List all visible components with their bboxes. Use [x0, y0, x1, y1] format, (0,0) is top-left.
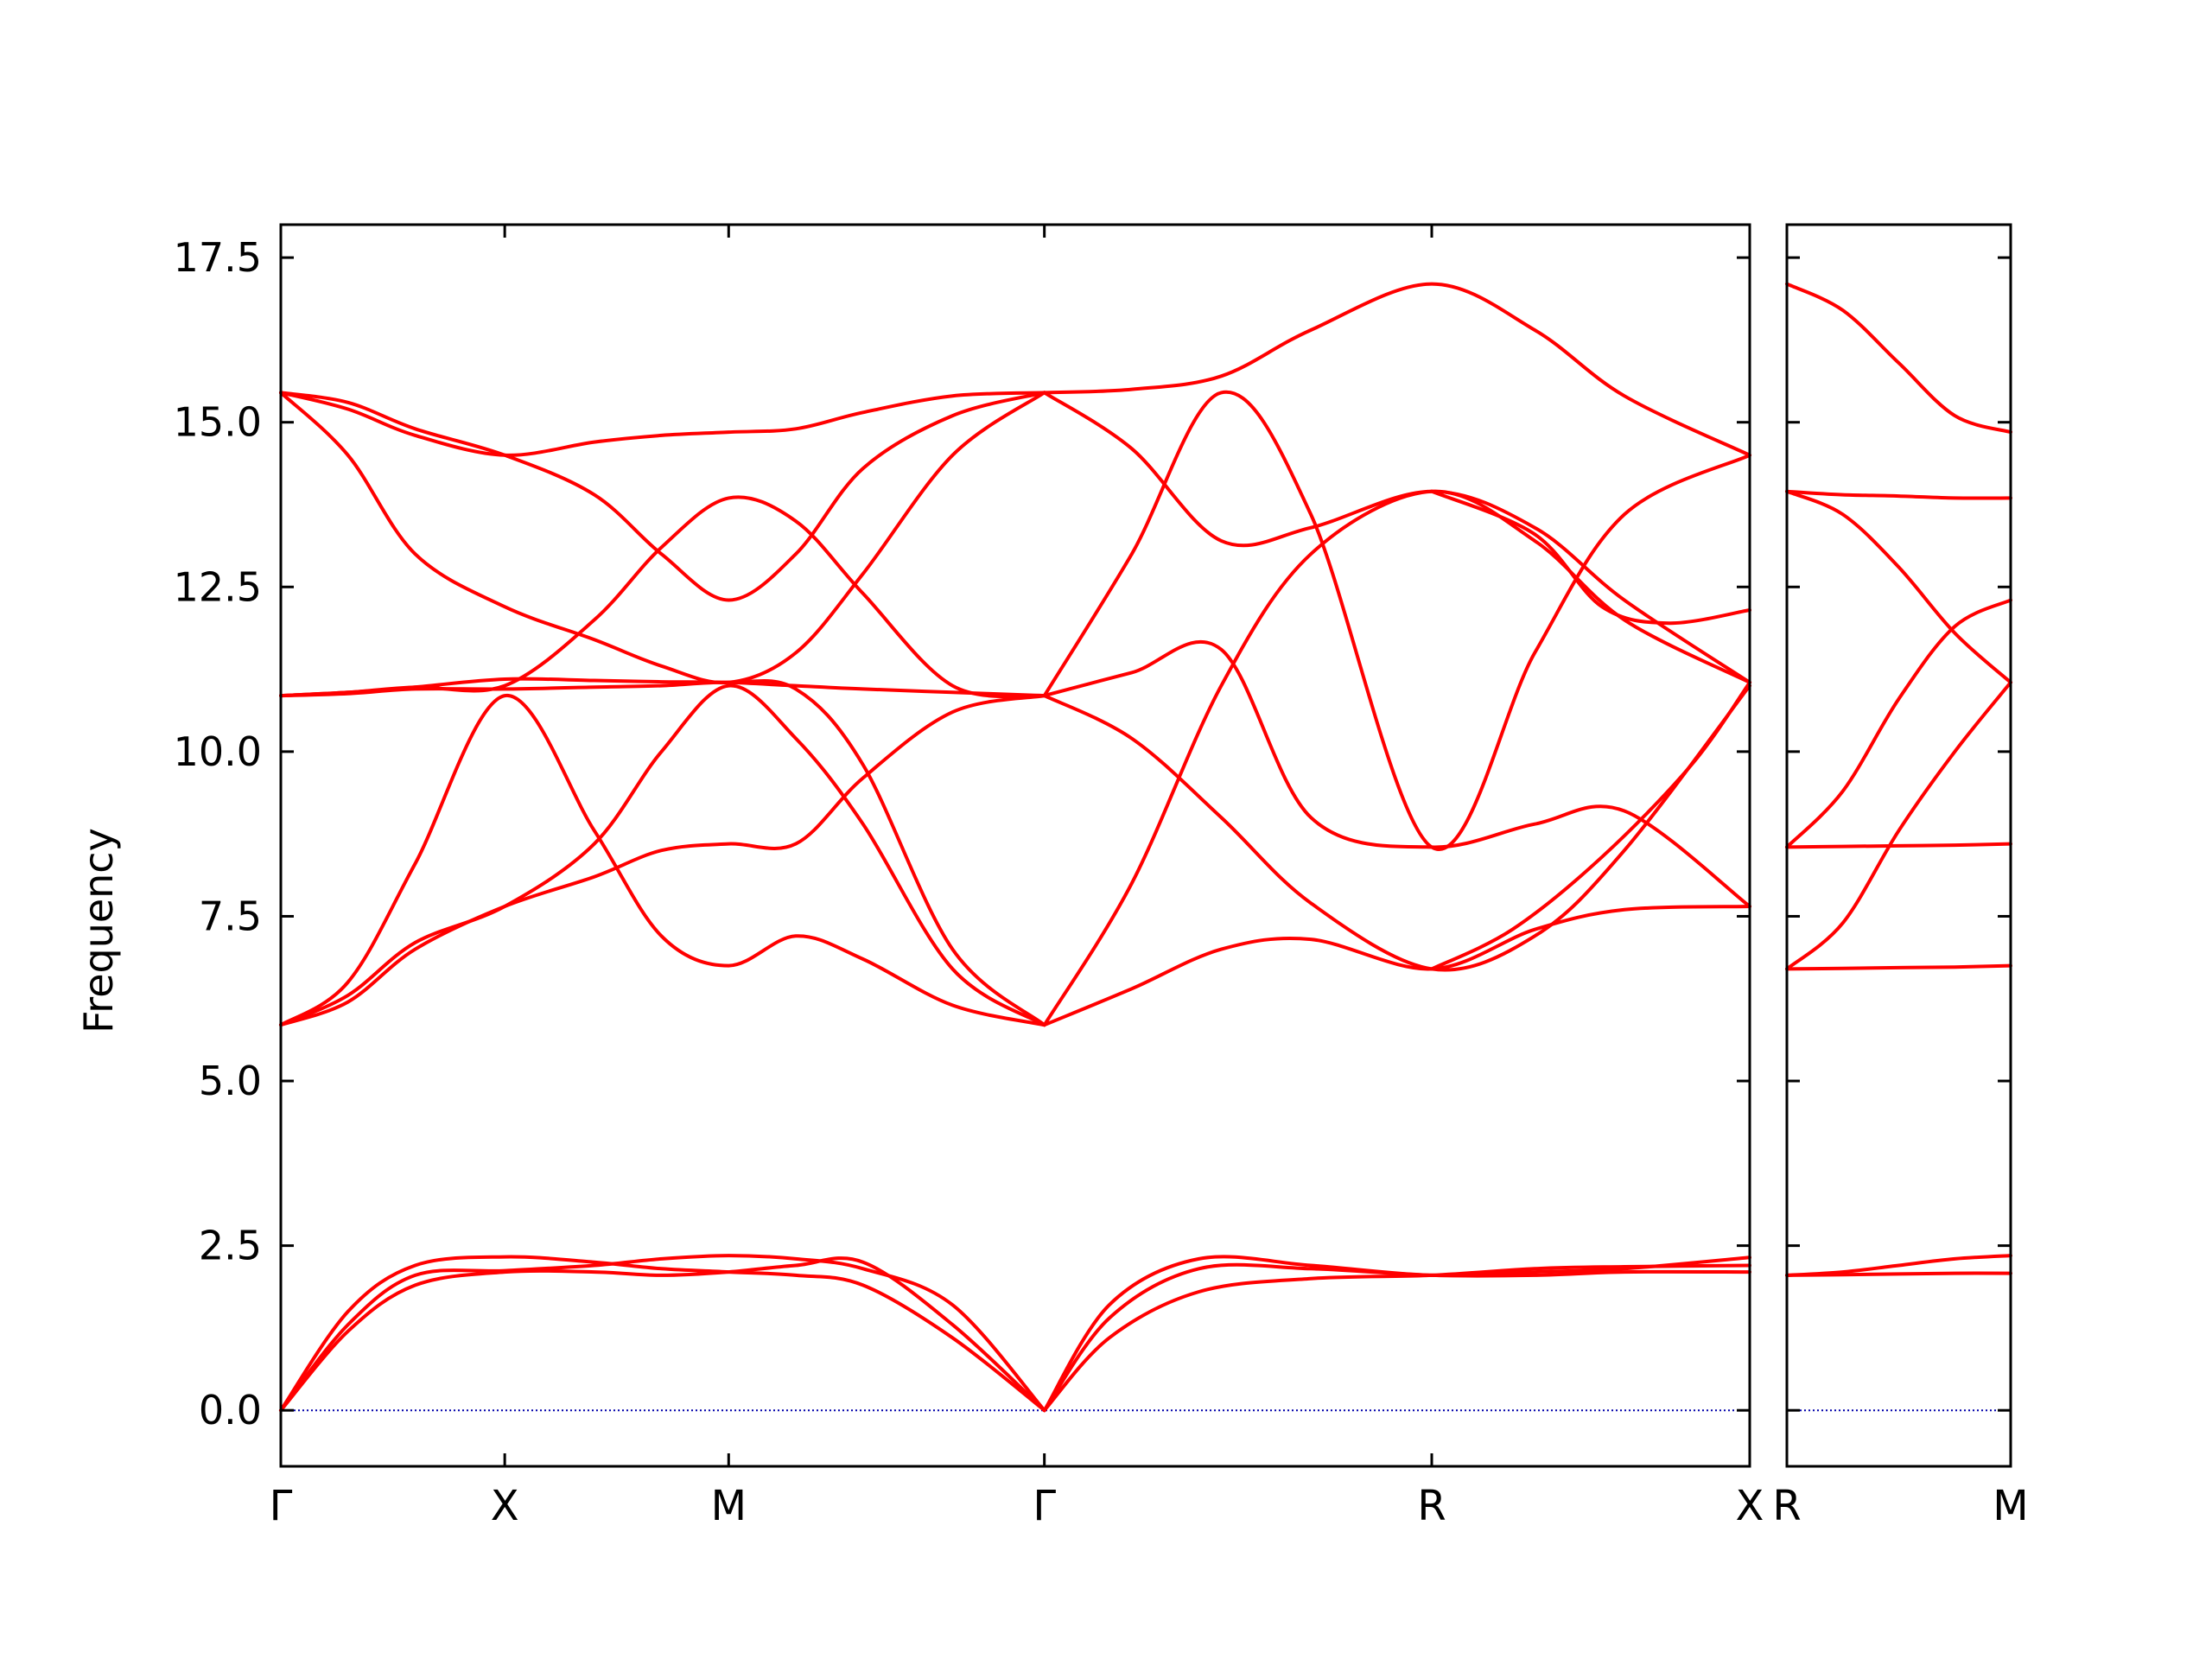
band-line-side-9 — [1785, 282, 2012, 435]
band-line-main-7 — [279, 694, 1046, 1027]
band-line-main-1 — [279, 1256, 1046, 1413]
band-line-main-5 — [1042, 1255, 1751, 1413]
y-tick-label: 2.5 — [199, 1223, 262, 1269]
band-line-side-4 — [1785, 842, 2012, 849]
y-tick-label: 10.0 — [174, 728, 262, 775]
y-tick-label: 15.0 — [174, 399, 262, 446]
band-line-main-10 — [279, 678, 1046, 1027]
band-line-main-18 — [1042, 683, 1751, 972]
band-line-main-2 — [279, 1254, 1046, 1413]
y-tick-label: 0.0 — [199, 1387, 262, 1433]
axes: 0.02.55.07.510.012.515.017.5Γ X M Γ R X R M — [174, 223, 2029, 1530]
plot-frame-side — [1785, 223, 2012, 1468]
band-line-main-16 — [1042, 905, 1751, 1027]
x-tick-label: X — [491, 1482, 519, 1530]
band-line-main-19 — [1042, 489, 1751, 1027]
band-line-side-7 — [1785, 489, 2012, 684]
y-axis-label: Frequency — [75, 828, 122, 1033]
y-tick-label: 5.0 — [199, 1058, 262, 1104]
band-line-main-22 — [1042, 282, 1751, 457]
band-line-side-5 — [1785, 680, 2012, 971]
band-line-main-17 — [1042, 639, 1751, 908]
band-lines — [279, 282, 2012, 1413]
x-tick-label: Γ — [270, 1482, 293, 1530]
band-line-side-8 — [1785, 489, 2012, 500]
band-line-side-6 — [1785, 598, 2012, 849]
x-tick-label: M — [1993, 1482, 2028, 1530]
band-line-main-24 — [1430, 680, 1751, 971]
band-line-main-8 — [279, 694, 1046, 1027]
band-line-main-9 — [279, 683, 1046, 1027]
band-line-main-15 — [279, 391, 1046, 457]
y-tick-label: 7.5 — [199, 893, 262, 939]
band-line-main-20 — [1042, 391, 1751, 684]
x-tick-label: Γ — [1033, 1482, 1056, 1530]
band-line-main-3 — [279, 1255, 1046, 1413]
band-line-main-4 — [1042, 1262, 1751, 1413]
band-line-main-12 — [279, 495, 1046, 699]
plot-frame-main — [279, 223, 1751, 1468]
x-tick-label: R — [1417, 1482, 1446, 1530]
x-tick-label: R — [1772, 1482, 1801, 1530]
x-tick-label: M — [711, 1482, 747, 1530]
x-tick-label: X — [1736, 1482, 1764, 1530]
band-line-main-21 — [1042, 390, 1751, 851]
band-line-main-13 — [279, 391, 1046, 685]
band-line-side-2 — [1785, 1254, 2012, 1277]
y-tick-label: 12.5 — [174, 563, 262, 610]
band-line-side-3 — [1785, 963, 2012, 971]
y-tick-label: 17.5 — [174, 234, 262, 281]
band-line-main-14 — [279, 391, 1046, 602]
band-line-main-23 — [1430, 489, 1751, 626]
band-line-main-6 — [1042, 1263, 1751, 1413]
